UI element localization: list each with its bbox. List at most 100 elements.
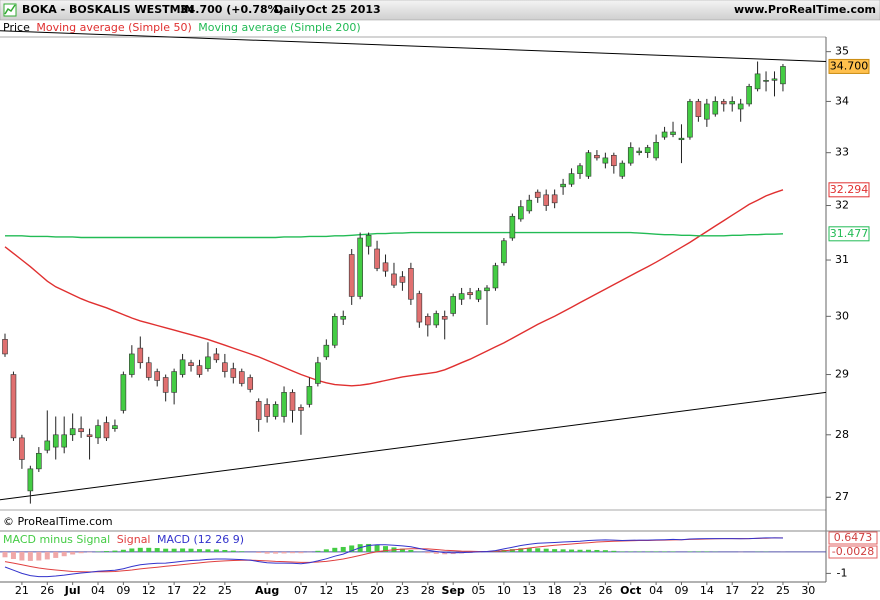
source: www.ProRealTime.com	[734, 3, 876, 16]
candle-body	[137, 347, 144, 364]
candle-body	[602, 157, 609, 164]
candle-body	[450, 296, 456, 314]
candle-body	[264, 404, 270, 417]
histogram-bar	[222, 549, 228, 552]
last-price-label-box	[828, 58, 870, 74]
candle-body	[408, 268, 414, 300]
histogram-bar	[290, 551, 296, 554]
ma-last-label: 32.294	[830, 183, 869, 196]
histogram-bar	[44, 551, 50, 560]
candle-body	[162, 377, 169, 393]
x-tick-label: Sep	[442, 584, 465, 597]
y-tick-label: 34	[835, 94, 849, 107]
candle-body	[52, 434, 59, 448]
x-tick-label: 25	[218, 584, 232, 597]
candle-body	[737, 103, 744, 110]
x-tick-label: 12	[142, 584, 156, 597]
candle-body	[357, 237, 363, 297]
histogram-bar	[323, 549, 329, 552]
candle-body	[424, 316, 431, 326]
x-tick-label: Aug	[255, 584, 279, 597]
x-tick-label: 10	[497, 584, 511, 597]
candle-body	[306, 386, 313, 405]
candle-body	[179, 359, 186, 375]
candle-body	[780, 66, 786, 85]
histogram-bar	[374, 545, 380, 552]
x-tick-label: 26	[598, 584, 612, 597]
candle-body	[729, 101, 736, 105]
candle-body	[526, 199, 533, 212]
x-tick-label: 05	[472, 584, 486, 597]
histogram-bar	[10, 551, 16, 560]
x-tick-label: 14	[700, 584, 714, 597]
candle-body	[315, 362, 321, 384]
app-icon-line	[4, 4, 16, 15]
histogram-bar	[129, 548, 135, 552]
histogram-bar	[535, 548, 541, 552]
candle-body	[704, 103, 710, 120]
y-tick-label: 29	[835, 368, 849, 381]
candle-body	[543, 194, 549, 206]
macd-line	[4, 537, 784, 578]
histogram-bar	[213, 549, 219, 552]
histogram-bar	[509, 549, 515, 552]
x-tick-label: 30	[801, 584, 815, 597]
histogram-bar	[2, 551, 8, 558]
y-tick-label: -1	[837, 566, 848, 579]
candle-body	[518, 206, 524, 220]
histogram-bar	[112, 550, 118, 552]
x-tick-label: 12	[319, 584, 333, 597]
candle-body	[712, 101, 719, 115]
histogram-bar	[196, 549, 202, 552]
candle-body	[196, 365, 203, 375]
histogram-bar	[70, 551, 76, 555]
candle-body	[509, 215, 516, 239]
histogram-bar	[399, 548, 405, 552]
histogram-bar	[611, 550, 617, 552]
histogram-bar	[264, 551, 270, 554]
y-tick-label: 32	[835, 199, 849, 212]
candle-body	[416, 293, 423, 323]
candle-body	[687, 101, 693, 138]
candle-body	[112, 425, 118, 429]
candle-body	[467, 292, 473, 296]
candle-body	[129, 353, 135, 375]
candle-body	[213, 353, 220, 361]
header-bar	[0, 0, 880, 21]
candle-body	[255, 401, 262, 420]
candle-body	[695, 101, 702, 117]
candle-body	[348, 254, 355, 297]
y-tick-label: 28	[835, 428, 849, 441]
x-tick-label: 20	[370, 584, 384, 597]
candle-body	[188, 362, 194, 366]
x-tick-label: 22	[751, 584, 765, 597]
candle-body	[323, 344, 330, 358]
x-tick-label: Jul	[64, 584, 81, 597]
macd-last-box	[828, 545, 878, 559]
legend: Price Moving average (Simple 50) Moving …	[3, 21, 361, 34]
histogram-bar	[146, 547, 152, 552]
histogram-bar	[315, 550, 321, 552]
x-tick-label: 22	[192, 584, 206, 597]
histogram-bar	[36, 551, 42, 561]
x-tick-label: 07	[294, 584, 308, 597]
histogram-bar	[526, 548, 532, 552]
x-tick-label: 21	[15, 584, 29, 597]
histogram-bar	[120, 549, 126, 552]
histogram-bar	[281, 551, 287, 554]
candle-body	[577, 165, 583, 174]
trendline	[0, 391, 827, 501]
histogram-bar	[188, 548, 194, 552]
histogram-bar	[205, 549, 211, 552]
histogram-bar	[53, 551, 59, 558]
moving-average-line	[5, 231, 784, 239]
candle-body	[289, 392, 296, 411]
candle-body	[19, 437, 25, 460]
legend-ma200: Moving average (Simple 200)	[198, 21, 360, 34]
candle-body	[458, 293, 465, 300]
x-tick-label: 04	[649, 584, 663, 597]
candle-body	[568, 173, 575, 185]
histogram-bar	[340, 546, 346, 552]
